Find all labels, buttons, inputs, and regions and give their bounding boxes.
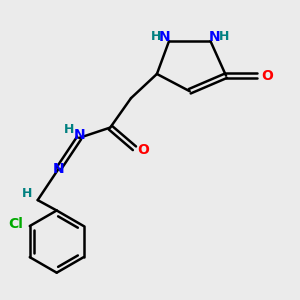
- Text: O: O: [261, 69, 273, 83]
- Text: Cl: Cl: [8, 217, 23, 231]
- Text: H: H: [151, 31, 161, 44]
- Text: N: N: [159, 30, 170, 44]
- Text: N: N: [52, 162, 64, 176]
- Text: N: N: [209, 30, 221, 44]
- Text: H: H: [64, 123, 74, 136]
- Text: H: H: [22, 187, 32, 200]
- Text: O: O: [137, 143, 149, 157]
- Text: H: H: [218, 31, 229, 44]
- Text: N: N: [73, 128, 85, 142]
